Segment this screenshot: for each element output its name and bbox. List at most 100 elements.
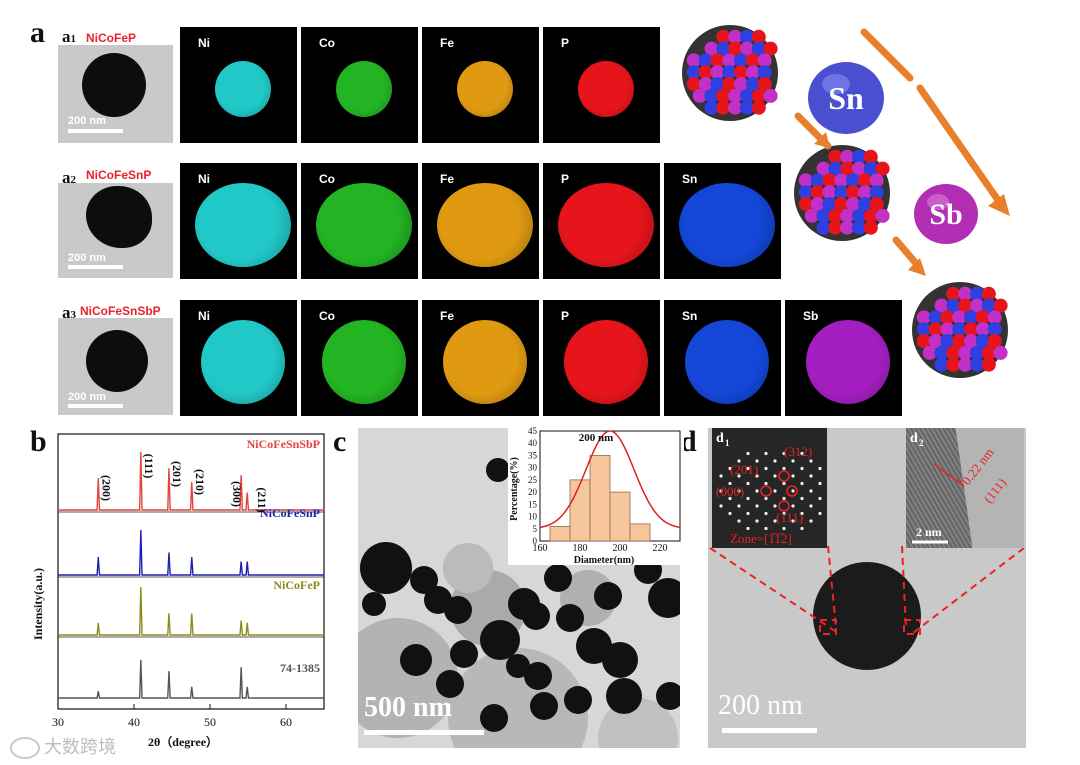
hist-bar-180 xyxy=(569,479,591,542)
xrd-series-2 xyxy=(58,586,324,636)
xrd-series-1 xyxy=(58,529,324,576)
arrow-long-2 xyxy=(916,84,1004,207)
eds-map-sn: Sn xyxy=(664,300,781,416)
xrd-xtick-40: 40 xyxy=(128,715,140,729)
hist-ytick-40: 40 xyxy=(528,438,538,448)
eds-map-p: P xyxy=(543,300,660,416)
eds-signal-sn xyxy=(684,320,769,404)
xrd-legend-0: NiCoFeSnSbP xyxy=(247,437,320,451)
eds-label-fe: Fe xyxy=(440,36,455,50)
eds-signal-co xyxy=(315,183,412,267)
d-scalebar xyxy=(722,728,817,733)
hist-xtick-180: 180 xyxy=(573,543,588,554)
svg-text:2 nm: 2 nm xyxy=(916,525,942,539)
eds-map-p: P xyxy=(543,27,660,143)
eds-map-sb: Sb xyxy=(785,300,902,416)
sb-atom: Sb xyxy=(914,184,978,244)
tem-image-a1: 200 nm xyxy=(58,45,173,143)
eds-signal-ni xyxy=(214,61,271,117)
eds-signal-co xyxy=(335,61,392,117)
hist-ytick-25: 25 xyxy=(528,475,538,485)
xrd-xtick-30: 30 xyxy=(52,715,64,729)
hist-xtick-220: 220 xyxy=(653,543,668,554)
watermark: 大数跨境 xyxy=(10,733,116,759)
eds-map-co: Co xyxy=(301,27,418,143)
eds-signal-co xyxy=(321,320,406,404)
svg-text:(111): (111) xyxy=(981,475,1010,506)
svg-text:Zone=[1̅1̅2]: Zone=[1̅1̅2] xyxy=(730,531,792,546)
watermark-logo-icon xyxy=(10,737,40,759)
eds-label-ni: Ni xyxy=(198,172,210,186)
hist-xlabel: Diameter(nm) xyxy=(574,555,635,565)
eds-map-fe: Fe xyxy=(422,163,539,279)
xrd-hkl-2: (201) xyxy=(170,461,184,487)
eds-label-sn: Sn xyxy=(682,309,698,323)
subpanel-a3-label: a3 xyxy=(62,303,76,322)
hist-xtick-160: 160 xyxy=(533,543,548,554)
hist-bar-200 xyxy=(609,491,631,542)
eds-map-ni: Ni xyxy=(180,300,297,416)
panel-label-c: c xyxy=(333,425,347,458)
xrd-xtick-60: 60 xyxy=(280,715,292,729)
svg-text:Sb: Sb xyxy=(929,198,962,231)
alloying-schematic: Sn Sb xyxy=(682,25,1010,378)
hist-bar-210 xyxy=(629,523,651,542)
xrd-ylabel: Intensity(a.u.) xyxy=(31,568,45,640)
xrd-xlabel: 2θ（degree） xyxy=(148,734,218,749)
svg-text:d: d xyxy=(910,431,918,446)
eds-label-fe: Fe xyxy=(440,309,455,323)
tem-image-a3: 200 nm xyxy=(58,318,173,415)
svg-text:Sn: Sn xyxy=(828,80,864,116)
sn-atom: Sn xyxy=(808,62,884,134)
xrd-chart: NiCoFeSnSbP NiCoFeSnP NiCoFeP 74-1385 (200)… xyxy=(31,433,325,749)
eds-map-ni: Ni xyxy=(180,27,297,143)
eds-signal-p xyxy=(577,61,634,117)
eds-label-co: Co xyxy=(319,172,335,186)
xrd-hkl-1: (111) xyxy=(142,454,156,479)
eds-label-ni: Ni xyxy=(198,309,210,323)
eds-label-p: P xyxy=(561,309,570,323)
eds-signal-ni xyxy=(194,183,291,267)
hist-ytick-5: 5 xyxy=(533,524,538,534)
d-particle xyxy=(813,562,921,670)
material-a2: NiCoFeSnP xyxy=(86,168,152,182)
svg-text:(312): (312) xyxy=(784,444,812,459)
eds-map-fe: Fe xyxy=(422,300,539,416)
tem-image-a2: 200 nm xyxy=(58,183,173,278)
eds-label-ni: Ni xyxy=(198,36,210,50)
svg-text:(000): (000) xyxy=(716,484,744,499)
arrows xyxy=(794,28,1010,276)
eds-signal-fe xyxy=(436,183,533,267)
eds-map-ni: Ni xyxy=(180,163,297,279)
hist-ytick-45: 45 xyxy=(528,426,538,436)
saed-pattern: d 1 (312) (201) (000) (111) Zone=[1̅1̅2] xyxy=(712,428,827,548)
eds-signal-ni xyxy=(200,320,285,404)
nanoparticle-ball-3 xyxy=(912,282,1008,378)
eds-map-p: P xyxy=(543,163,660,279)
arrow-long-1 xyxy=(860,28,914,82)
eds-signal-sn xyxy=(678,183,775,267)
hrtem-image: d 2 0.22 nm (111) 2 nm xyxy=(906,428,1024,548)
hist-ytick-20: 20 xyxy=(528,487,538,497)
xrd-series-3 xyxy=(58,659,324,699)
eds-map-co: Co xyxy=(301,163,418,279)
nanoparticle-ball-1 xyxy=(682,25,778,121)
xrd-legend-3: 74-1385 xyxy=(280,661,320,675)
panel-label-a: a xyxy=(30,16,45,49)
hist-ytick-15: 15 xyxy=(528,499,538,509)
material-a1: NiCoFeP xyxy=(86,31,137,45)
subpanel-a2-label: a2 xyxy=(62,168,76,187)
hist-ytick-0: 0 xyxy=(533,536,538,546)
svg-text:2: 2 xyxy=(919,438,924,448)
eds-label-sn: Sn xyxy=(682,172,698,186)
eds-label-co: Co xyxy=(319,36,335,50)
size-histogram: 160 180 200 220 0 5 10 15 20 25 30 35 40 45 200 nm Di… xyxy=(508,423,684,565)
eds-map-sn: Sn xyxy=(664,163,781,279)
hist-ytick-30: 30 xyxy=(528,463,538,473)
hist-bar-190 xyxy=(589,455,611,542)
xrd-hkl-0: (200) xyxy=(99,475,113,501)
xrd-xtick-50: 50 xyxy=(204,715,216,729)
eds-signal-fe xyxy=(442,320,527,404)
xrd-legend-1: NiCoFeSnP xyxy=(260,506,320,520)
xrd-hkl-4: (300) xyxy=(230,481,244,507)
